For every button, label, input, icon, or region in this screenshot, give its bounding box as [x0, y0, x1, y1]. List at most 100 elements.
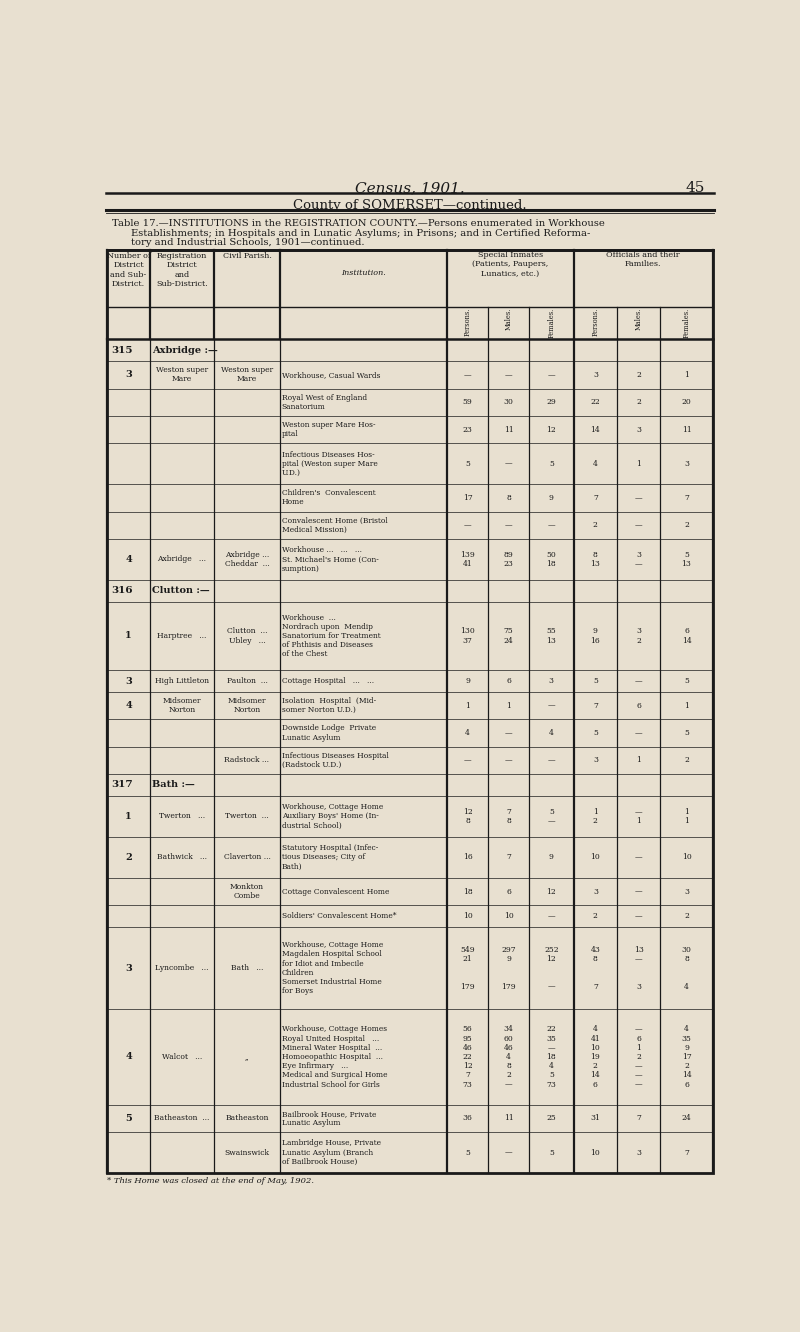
Text: Twerton   ...: Twerton ...	[158, 813, 205, 821]
Text: Cottage Hospital   ...   ...: Cottage Hospital ... ...	[282, 677, 374, 685]
Text: —: —	[635, 521, 642, 529]
Text: Census, 1901.: Census, 1901.	[355, 181, 465, 196]
Text: 25: 25	[546, 1115, 556, 1123]
Text: 6: 6	[506, 887, 511, 895]
Text: 18: 18	[462, 887, 473, 895]
Text: 10: 10	[590, 1148, 600, 1156]
Text: Officials and their
Families.: Officials and their Families.	[606, 252, 680, 268]
Text: 5: 5	[125, 1114, 132, 1123]
Text: 1: 1	[126, 813, 132, 821]
Text: 22
35
—
18
4
5
73: 22 35 — 18 4 5 73	[546, 1026, 556, 1088]
Text: 5
13: 5 13	[682, 551, 691, 567]
Text: 5: 5	[549, 1148, 554, 1156]
Text: Civil Parish.: Civil Parish.	[222, 252, 271, 260]
Text: Lyncombe   ...: Lyncombe ...	[155, 964, 209, 972]
Text: —: —	[635, 854, 642, 862]
Text: 252
12


—: 252 12 —	[544, 946, 558, 991]
Text: —: —	[464, 757, 471, 765]
Text: Clutton  ...
Ubley   ...: Clutton ... Ubley ...	[226, 627, 267, 645]
Text: —
1: — 1	[635, 807, 642, 825]
Text: 7: 7	[593, 702, 598, 710]
Text: —: —	[505, 757, 512, 765]
Text: Swainswick: Swainswick	[225, 1148, 270, 1156]
Text: 2: 2	[636, 398, 642, 406]
Text: Harptree   ...: Harptree ...	[157, 631, 206, 639]
Text: 5: 5	[593, 677, 598, 685]
Text: 6: 6	[636, 702, 642, 710]
Text: Royal West of England
Sanatorium: Royal West of England Sanatorium	[282, 394, 366, 410]
Text: 9: 9	[549, 854, 554, 862]
Text: —: —	[547, 757, 555, 765]
Text: 9: 9	[466, 677, 470, 685]
Text: —: —	[635, 729, 642, 737]
Text: 10: 10	[590, 854, 600, 862]
Text: 12: 12	[546, 887, 556, 895]
Text: —: —	[635, 494, 642, 502]
Text: 9
16: 9 16	[590, 627, 600, 645]
Text: 16: 16	[462, 854, 473, 862]
Text: Batheaston  ...: Batheaston ...	[154, 1115, 210, 1123]
Text: —
6
1
2
—
—
—: — 6 1 2 — — —	[635, 1026, 642, 1088]
Text: 1
2: 1 2	[593, 807, 598, 825]
Text: 59: 59	[462, 398, 473, 406]
Text: 4: 4	[125, 555, 132, 563]
Text: —: —	[464, 370, 471, 378]
Text: 1: 1	[684, 702, 689, 710]
Text: 4: 4	[125, 701, 132, 710]
Text: 89
23: 89 23	[504, 551, 514, 567]
Text: County of SOMERSET—continued.: County of SOMERSET—continued.	[293, 198, 527, 212]
Text: 7: 7	[684, 1148, 689, 1156]
Text: —: —	[547, 370, 555, 378]
Text: 12
8: 12 8	[462, 807, 473, 825]
Text: 1: 1	[126, 631, 132, 641]
Text: —: —	[505, 460, 512, 468]
Text: Workhouse ...   ...   ...
St. Michael's Home (Con-
sumption): Workhouse ... ... ... St. Michael's Home…	[282, 546, 378, 573]
Text: Radstock ...: Radstock ...	[225, 757, 270, 765]
Text: —: —	[505, 370, 512, 378]
Text: 2: 2	[125, 852, 132, 862]
Text: 5: 5	[549, 460, 554, 468]
Text: 3: 3	[684, 887, 689, 895]
Text: Paulton  ...: Paulton ...	[226, 677, 267, 685]
Text: 2: 2	[684, 912, 689, 920]
Text: 45: 45	[685, 181, 705, 196]
Text: Institution.: Institution.	[341, 269, 386, 277]
Text: —: —	[635, 677, 642, 685]
Text: Persons.: Persons.	[591, 308, 599, 336]
Text: Number of
District
and Sub-
District.: Number of District and Sub- District.	[106, 252, 150, 288]
Text: 10: 10	[504, 912, 514, 920]
Text: 34
60
46
4
8
2
—: 34 60 46 4 8 2 —	[504, 1026, 514, 1088]
Text: Claverton ...: Claverton ...	[223, 854, 270, 862]
Text: —: —	[547, 521, 555, 529]
Text: 75
24: 75 24	[504, 627, 514, 645]
Text: 1: 1	[636, 460, 642, 468]
Text: 3
—: 3 —	[635, 551, 642, 567]
Text: Registration
District
and
Sub-District.: Registration District and Sub-District.	[156, 252, 208, 288]
Text: Statutory Hospital (Infec-
tious Diseases; City of
Bath): Statutory Hospital (Infec- tious Disease…	[282, 844, 378, 871]
Text: * This Home was closed at the end of May, 1902.: * This Home was closed at the end of May…	[107, 1177, 314, 1185]
Text: Weston super
Mare: Weston super Mare	[156, 366, 208, 384]
Text: 1: 1	[466, 702, 470, 710]
Text: Bath :—: Bath :—	[152, 781, 195, 790]
Text: 1: 1	[636, 757, 642, 765]
Text: 11: 11	[682, 425, 691, 433]
Text: —: —	[547, 912, 555, 920]
Text: Workhouse, Cottage Home
Magdalen Hospital School
for Idiot and Imbecile
Children: Workhouse, Cottage Home Magdalen Hospita…	[282, 942, 383, 995]
Text: 29: 29	[546, 398, 556, 406]
Text: ,,: ,,	[245, 1054, 250, 1062]
Text: 7: 7	[593, 494, 598, 502]
Text: 5
—: 5 —	[547, 807, 555, 825]
Text: 17: 17	[462, 494, 473, 502]
Text: Twerton  ...: Twerton ...	[225, 813, 269, 821]
Text: 2: 2	[636, 370, 642, 378]
Text: 11: 11	[504, 1115, 514, 1123]
Text: 3: 3	[125, 963, 132, 972]
Text: 4: 4	[593, 460, 598, 468]
Text: Workhouse  ...
Nordrach upon  Mendip
Sanatorium for Treatment
of Phthisis and Di: Workhouse ... Nordrach upon Mendip Sanat…	[282, 614, 380, 658]
Text: 4
35
9
17
2
14
6: 4 35 9 17 2 14 6	[682, 1026, 691, 1088]
Text: 3: 3	[593, 887, 598, 895]
Text: Children's  Convalescent
Home: Children's Convalescent Home	[282, 489, 375, 506]
Text: 50
18: 50 18	[546, 551, 556, 567]
Text: Axbridge :—: Axbridge :—	[152, 346, 218, 354]
Text: 30
8


4: 30 8 4	[682, 946, 691, 991]
